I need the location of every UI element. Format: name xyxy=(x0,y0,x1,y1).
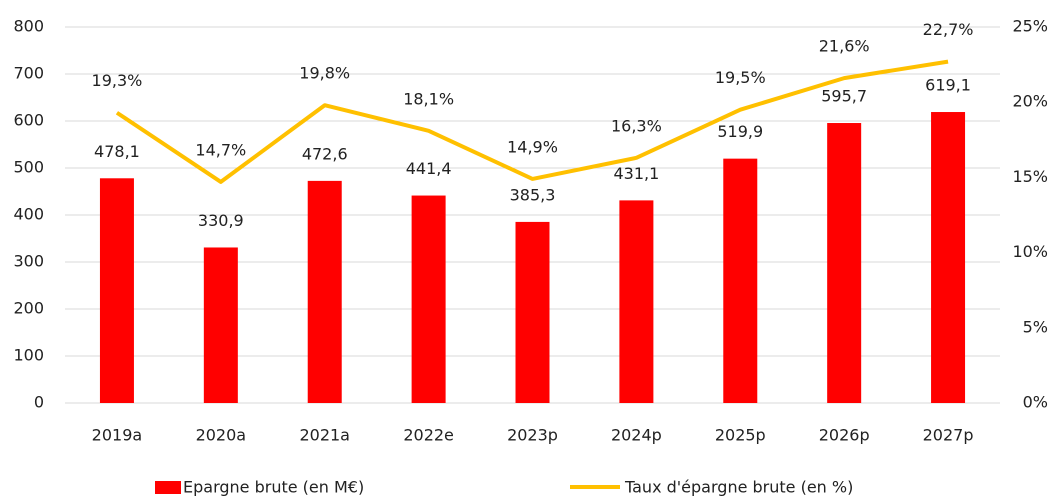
data-label: 330,9 xyxy=(198,211,244,230)
bar xyxy=(203,247,238,403)
y-tick-label: 700 xyxy=(13,64,44,83)
data-label: 519,9 xyxy=(717,122,763,141)
data-label: 14,9% xyxy=(507,137,558,156)
x-tick-label: 2024p xyxy=(611,426,662,445)
x-tick-label: 2025p xyxy=(715,426,766,445)
bar xyxy=(307,180,342,403)
x-tick-label: 2019a xyxy=(92,426,143,445)
data-label: 595,7 xyxy=(821,87,867,106)
y2-tick-label: 0% xyxy=(1023,393,1048,412)
data-label: 431,1 xyxy=(613,164,659,183)
bar xyxy=(515,221,550,403)
y-tick-label: 600 xyxy=(13,111,44,130)
legend-swatch xyxy=(155,481,181,494)
x-tick-label: 2022e xyxy=(403,426,454,445)
bar xyxy=(931,112,966,403)
y-tick-label: 400 xyxy=(13,205,44,224)
x-tick-label: 2023p xyxy=(507,426,558,445)
data-label: 14,7% xyxy=(195,140,246,159)
data-label: 19,8% xyxy=(299,64,350,83)
data-label: 472,6 xyxy=(302,144,348,163)
x-tick-label: 2021a xyxy=(299,426,350,445)
data-label: 16,3% xyxy=(611,116,662,135)
y-tick-label: 0 xyxy=(34,393,44,412)
y-tick-label: 100 xyxy=(13,346,44,365)
y-tick-label: 500 xyxy=(13,158,44,177)
y2-tick-label: 20% xyxy=(1012,92,1048,111)
bar xyxy=(619,200,654,403)
data-label: 441,4 xyxy=(406,159,452,178)
y2-tick-label: 25% xyxy=(1012,17,1048,36)
data-label: 385,3 xyxy=(510,185,556,204)
bar xyxy=(723,158,758,403)
y-tick-label: 300 xyxy=(13,252,44,271)
data-label: 19,3% xyxy=(92,71,143,90)
data-label: 18,1% xyxy=(403,89,454,108)
data-label: 478,1 xyxy=(94,142,140,161)
bar xyxy=(411,195,446,403)
x-tick-label: 2027p xyxy=(923,426,974,445)
x-tick-label: 2020a xyxy=(196,426,247,445)
y-tick-label: 800 xyxy=(13,17,44,36)
bar xyxy=(99,178,134,403)
x-tick-label: 2026p xyxy=(819,426,870,445)
line xyxy=(115,59,949,184)
y2-tick-label: 5% xyxy=(1023,317,1048,336)
legend-label: Epargne brute (en M€) xyxy=(183,478,364,497)
data-label: 21,6% xyxy=(819,37,870,56)
y-tick-label: 200 xyxy=(13,299,44,318)
data-label: 22,7% xyxy=(923,20,974,39)
bar xyxy=(827,123,862,403)
data-label: 19,5% xyxy=(715,68,766,87)
data-label: 619,1 xyxy=(925,76,971,95)
legend-label: Taux d'épargne brute (en %) xyxy=(624,478,853,497)
y2-tick-label: 15% xyxy=(1012,167,1048,186)
y2-tick-label: 10% xyxy=(1012,242,1048,261)
